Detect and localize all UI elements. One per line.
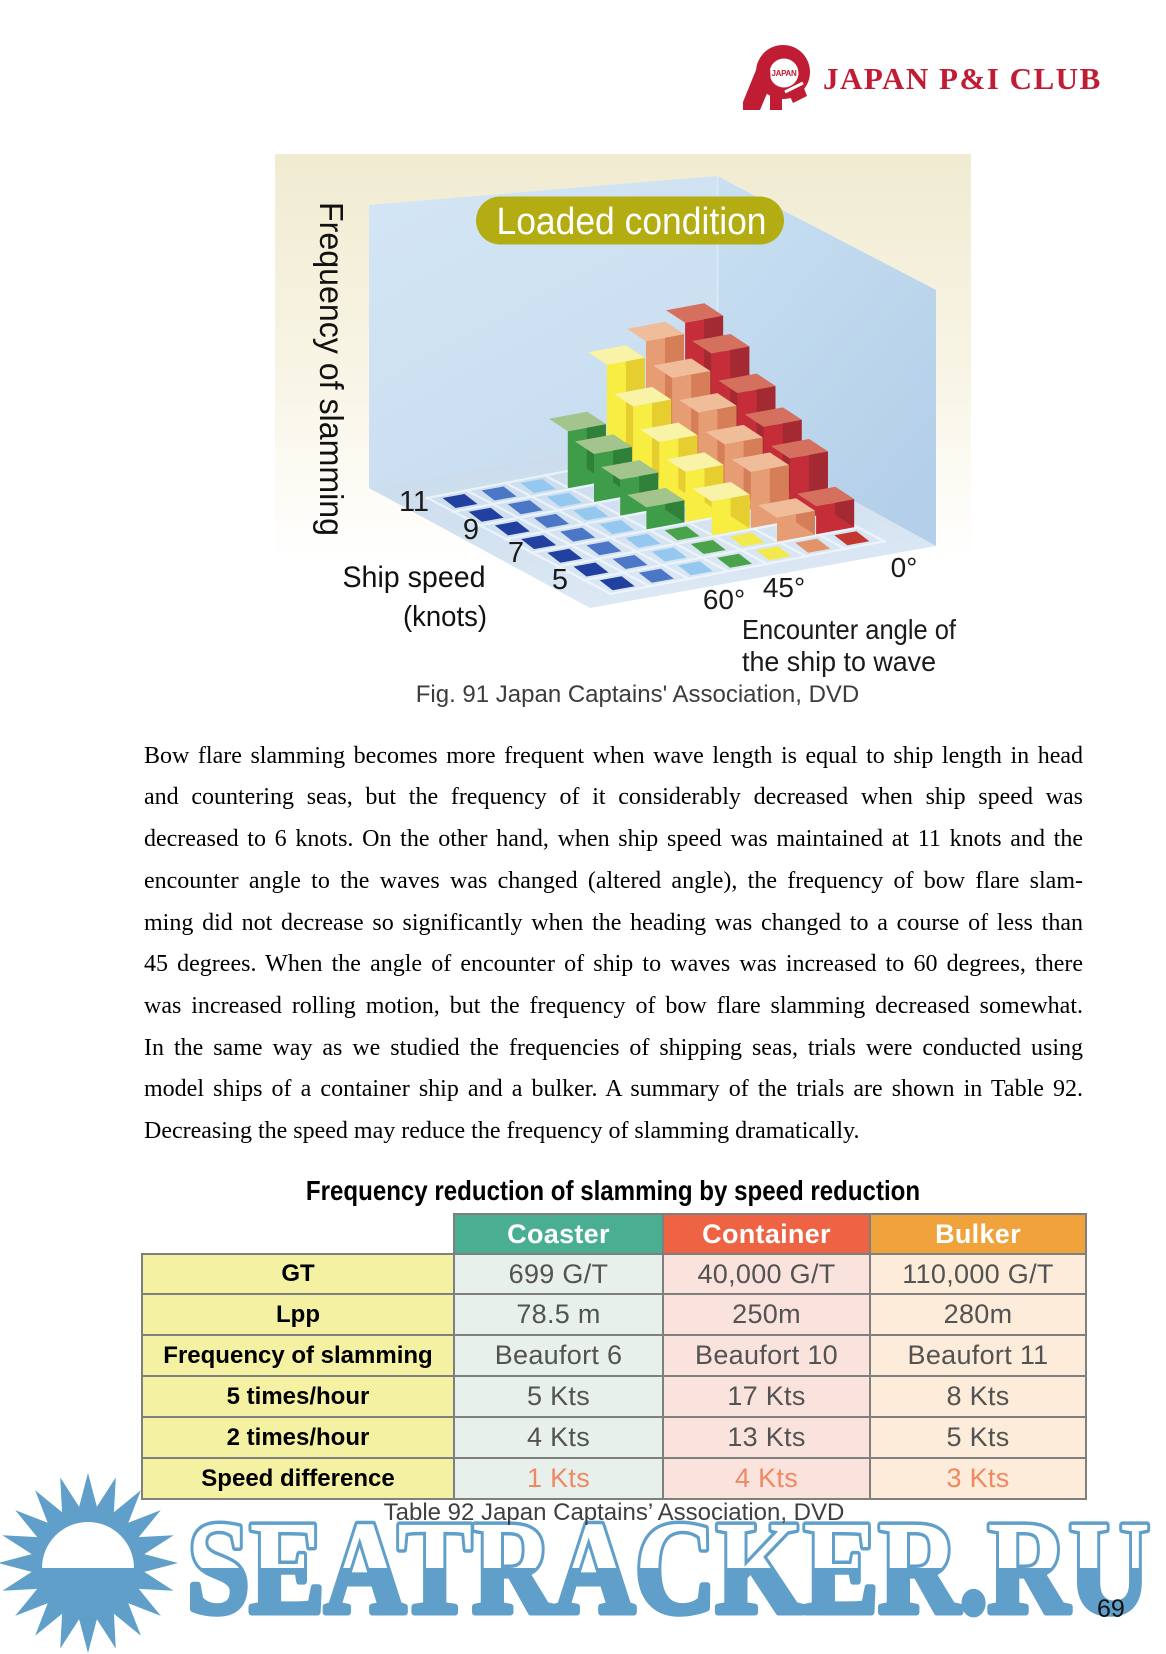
svg-text:SEATRACKER.RU: SEATRACKER.RU <box>187 1493 1150 1641</box>
svg-text:Ship speed: Ship speed <box>343 561 486 594</box>
svg-text:45°: 45° <box>763 572 805 603</box>
svg-text:Encounter angle of: Encounter angle of <box>742 614 956 645</box>
svg-text:11: 11 <box>399 486 429 518</box>
svg-text:Loaded condition: Loaded condition <box>497 201 767 243</box>
svg-text:0°: 0° <box>891 552 918 583</box>
svg-text:JAPAN: JAPAN <box>771 69 797 78</box>
svg-text:the ship to wave: the ship to wave <box>742 646 936 677</box>
svg-text:(knots): (knots) <box>403 601 487 633</box>
svg-text:9: 9 <box>463 514 479 546</box>
svg-text:7: 7 <box>508 537 524 569</box>
svg-text:Frequency of slamming: Frequency of slamming <box>313 202 350 536</box>
svg-text:SEATRACKER.RU: SEATRACKER.RU <box>187 1493 1150 1641</box>
svg-text:5: 5 <box>552 564 568 596</box>
svg-text:60°: 60° <box>703 584 745 615</box>
